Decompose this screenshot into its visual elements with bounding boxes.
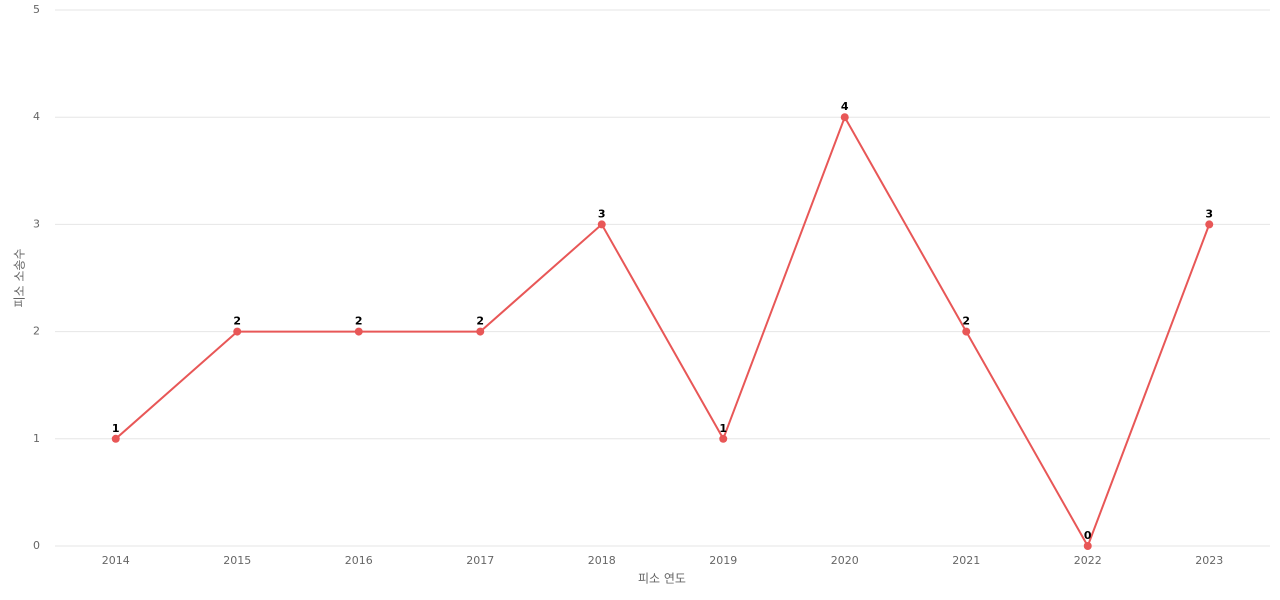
x-tick-label: 2021	[952, 554, 980, 567]
point	[719, 434, 728, 443]
data-label: 1	[112, 422, 120, 435]
x-tick-label: 2023	[1195, 554, 1223, 567]
point	[840, 113, 849, 122]
data-label: 3	[598, 207, 606, 220]
y-axis-title: 피소 소송수	[13, 248, 27, 307]
data-label: 2	[476, 315, 484, 328]
point	[354, 327, 363, 336]
point	[1083, 542, 1092, 550]
data-label: 3	[1205, 207, 1213, 220]
y-tick-label: 2	[33, 325, 40, 338]
point	[597, 220, 606, 229]
point	[111, 434, 120, 443]
x-tick-label: 2017	[466, 554, 494, 567]
data-label: 2	[962, 315, 970, 328]
x-tick-label: 2016	[345, 554, 373, 567]
data-label: 2	[233, 315, 241, 328]
line	[115, 114, 1211, 549]
data-label: 1	[719, 422, 727, 435]
point	[1205, 220, 1214, 229]
y-tick-label: 1	[33, 432, 40, 445]
data-label: 2	[355, 315, 363, 328]
x-tick-label: 2020	[831, 554, 859, 567]
x-tick-label: 2022	[1074, 554, 1102, 567]
y-tick-label: 3	[33, 217, 40, 230]
x-tick-label: 2019	[709, 554, 737, 567]
data-label: 4	[841, 100, 849, 113]
point	[476, 327, 485, 336]
x-tick-label: 2015	[223, 554, 251, 567]
x-axis-title: 피소 연도	[638, 572, 686, 586]
x-tick-label: 2018	[588, 554, 616, 567]
y-tick-label: 0	[33, 539, 40, 552]
x-tick-label: 2014	[102, 554, 130, 567]
y-tick-label: 4	[33, 110, 40, 123]
point	[962, 327, 971, 336]
data-label: 0	[1084, 529, 1092, 542]
y-tick-label: 5	[33, 3, 40, 16]
point	[233, 327, 242, 336]
